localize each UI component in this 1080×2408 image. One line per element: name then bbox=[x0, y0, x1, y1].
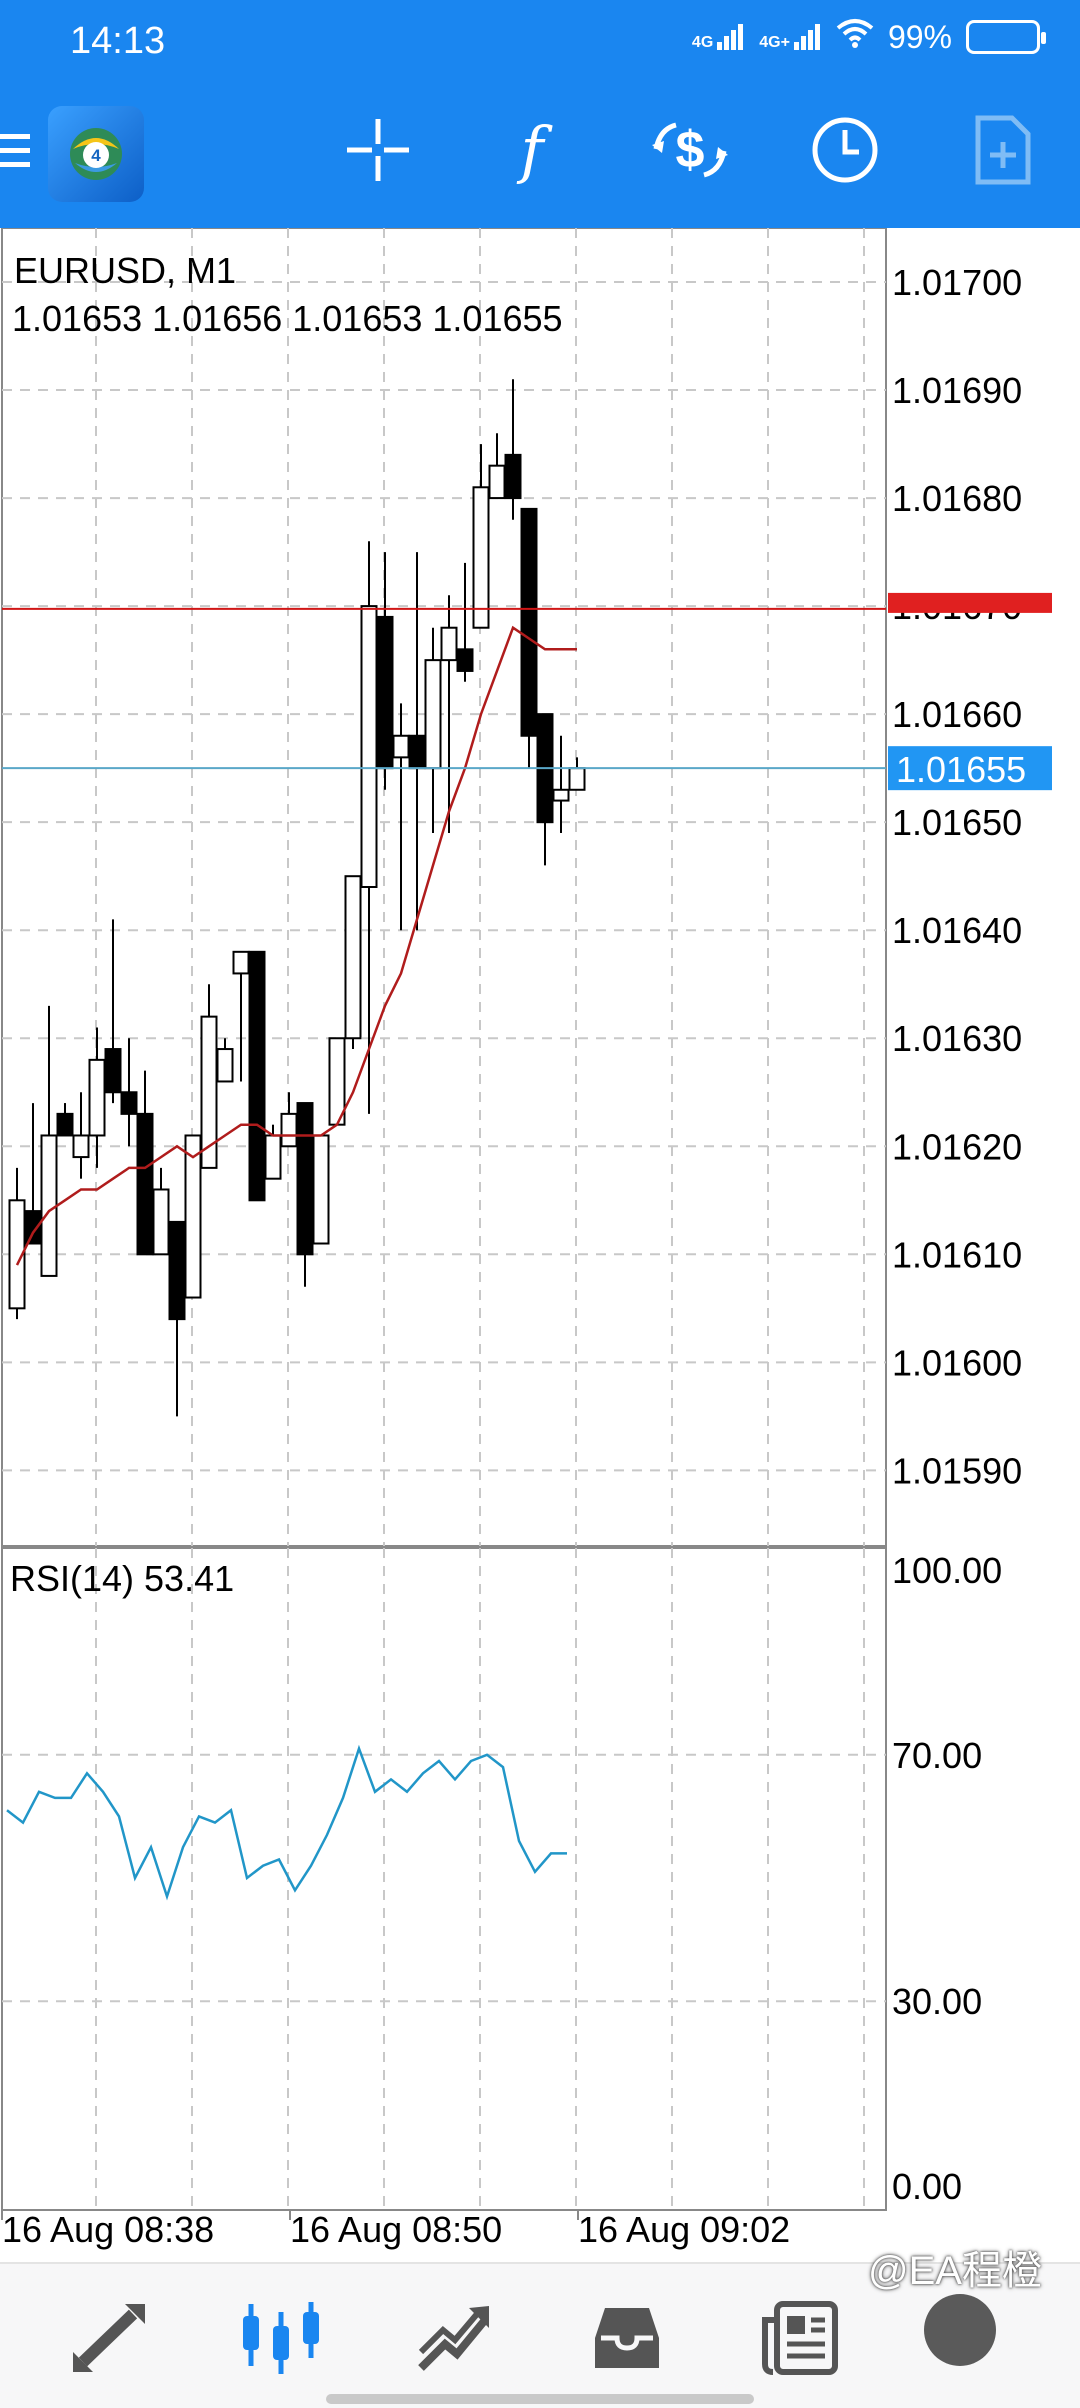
candle-body bbox=[296, 1102, 314, 1256]
symbols-icon[interactable]: $ bbox=[648, 108, 732, 192]
candle-body bbox=[120, 1091, 138, 1115]
candle-body bbox=[72, 1134, 90, 1159]
symbol-label: EURUSD, M1 bbox=[14, 250, 237, 291]
watermark-avatar bbox=[924, 2294, 996, 2366]
price-tick-label: 1.01660 bbox=[892, 694, 1022, 735]
candle-body bbox=[280, 1112, 298, 1148]
new-order-icon[interactable] bbox=[960, 108, 1044, 192]
wifi-icon bbox=[836, 18, 874, 56]
menu-icon[interactable] bbox=[0, 134, 30, 168]
candle-body bbox=[200, 1015, 218, 1169]
price-pane-frame bbox=[1, 228, 887, 1547]
network-type-2: 4G+ bbox=[759, 34, 790, 51]
price-tick-label: 1.01610 bbox=[892, 1234, 1022, 1275]
candle-body bbox=[520, 507, 538, 737]
rsi-label: RSI(14) 53.41 bbox=[10, 1558, 235, 1599]
price-tick-label: 1.01700 bbox=[892, 262, 1022, 303]
svg-text:4: 4 bbox=[91, 146, 101, 165]
candle-body bbox=[216, 1048, 234, 1083]
candle-body bbox=[568, 767, 586, 791]
timeframe-icon[interactable] bbox=[803, 108, 887, 192]
svg-text:$: $ bbox=[676, 121, 705, 179]
candle-body bbox=[104, 1048, 122, 1094]
candle-body bbox=[552, 788, 570, 802]
price-tick-label: 1.01600 bbox=[892, 1342, 1022, 1383]
crosshair-icon[interactable] bbox=[336, 108, 420, 192]
price-tick-label: 1.01620 bbox=[892, 1126, 1022, 1167]
candle-body bbox=[56, 1112, 74, 1137]
time-axis-label: 16 Aug 08:38 bbox=[2, 2209, 214, 2250]
candle-body bbox=[424, 659, 442, 770]
candle-body bbox=[136, 1112, 154, 1256]
status-time: 14:13 bbox=[70, 20, 166, 62]
cellular-signal-2-icon: 4G+ bbox=[759, 24, 822, 51]
candle-body bbox=[504, 453, 522, 500]
price-tick-label: 1.01630 bbox=[892, 1018, 1022, 1059]
ask-price-badge bbox=[888, 592, 1052, 613]
battery-icon bbox=[966, 20, 1046, 54]
rsi-tick-label: 70.00 bbox=[892, 1735, 982, 1776]
svg-text:f: f bbox=[517, 115, 554, 185]
chart-canvas[interactable]: 1.017001.016901.016801.016701.016601.016… bbox=[0, 228, 1080, 2258]
watermark-text: @EA程橙 bbox=[868, 2249, 1042, 2293]
candle-body bbox=[40, 1134, 58, 1277]
news-icon[interactable] bbox=[754, 2298, 844, 2378]
candle-body bbox=[184, 1134, 202, 1299]
candle-body bbox=[360, 605, 378, 888]
rsi-line bbox=[6, 1744, 567, 1901]
price-tick-label: 1.01680 bbox=[892, 478, 1022, 519]
candle-body bbox=[248, 950, 266, 1202]
home-indicator[interactable] bbox=[326, 2394, 754, 2404]
bottom-navigation bbox=[0, 2262, 1080, 2408]
history-icon[interactable] bbox=[582, 2298, 672, 2378]
price-tick-label: 1.01590 bbox=[892, 1450, 1022, 1491]
candle-body bbox=[472, 486, 490, 629]
network-type-1: 4G bbox=[691, 34, 714, 51]
chart-icon[interactable] bbox=[236, 2298, 326, 2378]
battery-percent: 99% bbox=[887, 18, 952, 55]
bid-price-label: 1.01655 bbox=[896, 749, 1026, 790]
candle-body bbox=[408, 734, 426, 770]
candle-body bbox=[152, 1188, 170, 1256]
candle-body bbox=[8, 1199, 26, 1310]
candle-body bbox=[312, 1134, 330, 1245]
rsi-tick-label: 30.00 bbox=[892, 1981, 982, 2022]
candle-body bbox=[392, 734, 410, 759]
candle-body bbox=[376, 615, 394, 770]
cellular-signal-icon: 4G bbox=[691, 24, 745, 51]
top-app-bar: 14:13 4G 4G+ 99% 4 f $ bbox=[0, 0, 1080, 228]
candle-body bbox=[488, 464, 506, 500]
bid-price-badge bbox=[888, 746, 1052, 791]
candle-body bbox=[88, 1058, 106, 1137]
price-tick-label: 1.01690 bbox=[892, 370, 1022, 411]
rsi-tick-label: 100.00 bbox=[892, 1550, 1002, 1591]
trade-icon[interactable] bbox=[410, 2298, 500, 2378]
price-tick-label: 1.01650 bbox=[892, 802, 1022, 843]
candle-body bbox=[440, 626, 458, 662]
indicators-icon[interactable]: f bbox=[490, 108, 574, 192]
rsi-tick-label: 0.00 bbox=[892, 2166, 962, 2207]
status-icons: 4G 4G+ 99% bbox=[691, 18, 1046, 56]
ohlc-label: 1.01653 1.01656 1.01653 1.01655 bbox=[12, 298, 563, 339]
candle-body bbox=[264, 1134, 282, 1180]
quotes-icon[interactable] bbox=[64, 2298, 154, 2378]
metatrader-logo[interactable]: 4 bbox=[48, 106, 144, 202]
candle-body bbox=[344, 875, 362, 1040]
time-axis-label: 16 Aug 08:50 bbox=[290, 2209, 502, 2250]
price-tick-label: 1.01640 bbox=[892, 910, 1022, 951]
chart-area[interactable]: 1.017001.016901.016801.016701.016601.016… bbox=[0, 228, 1080, 2258]
candle-body bbox=[456, 648, 474, 672]
time-axis-label: 16 Aug 09:02 bbox=[578, 2209, 790, 2250]
rsi-pane-frame bbox=[1, 1547, 887, 2211]
candle-body bbox=[168, 1220, 186, 1321]
candle-body bbox=[232, 950, 250, 975]
moving-average-line bbox=[15, 625, 577, 1266]
